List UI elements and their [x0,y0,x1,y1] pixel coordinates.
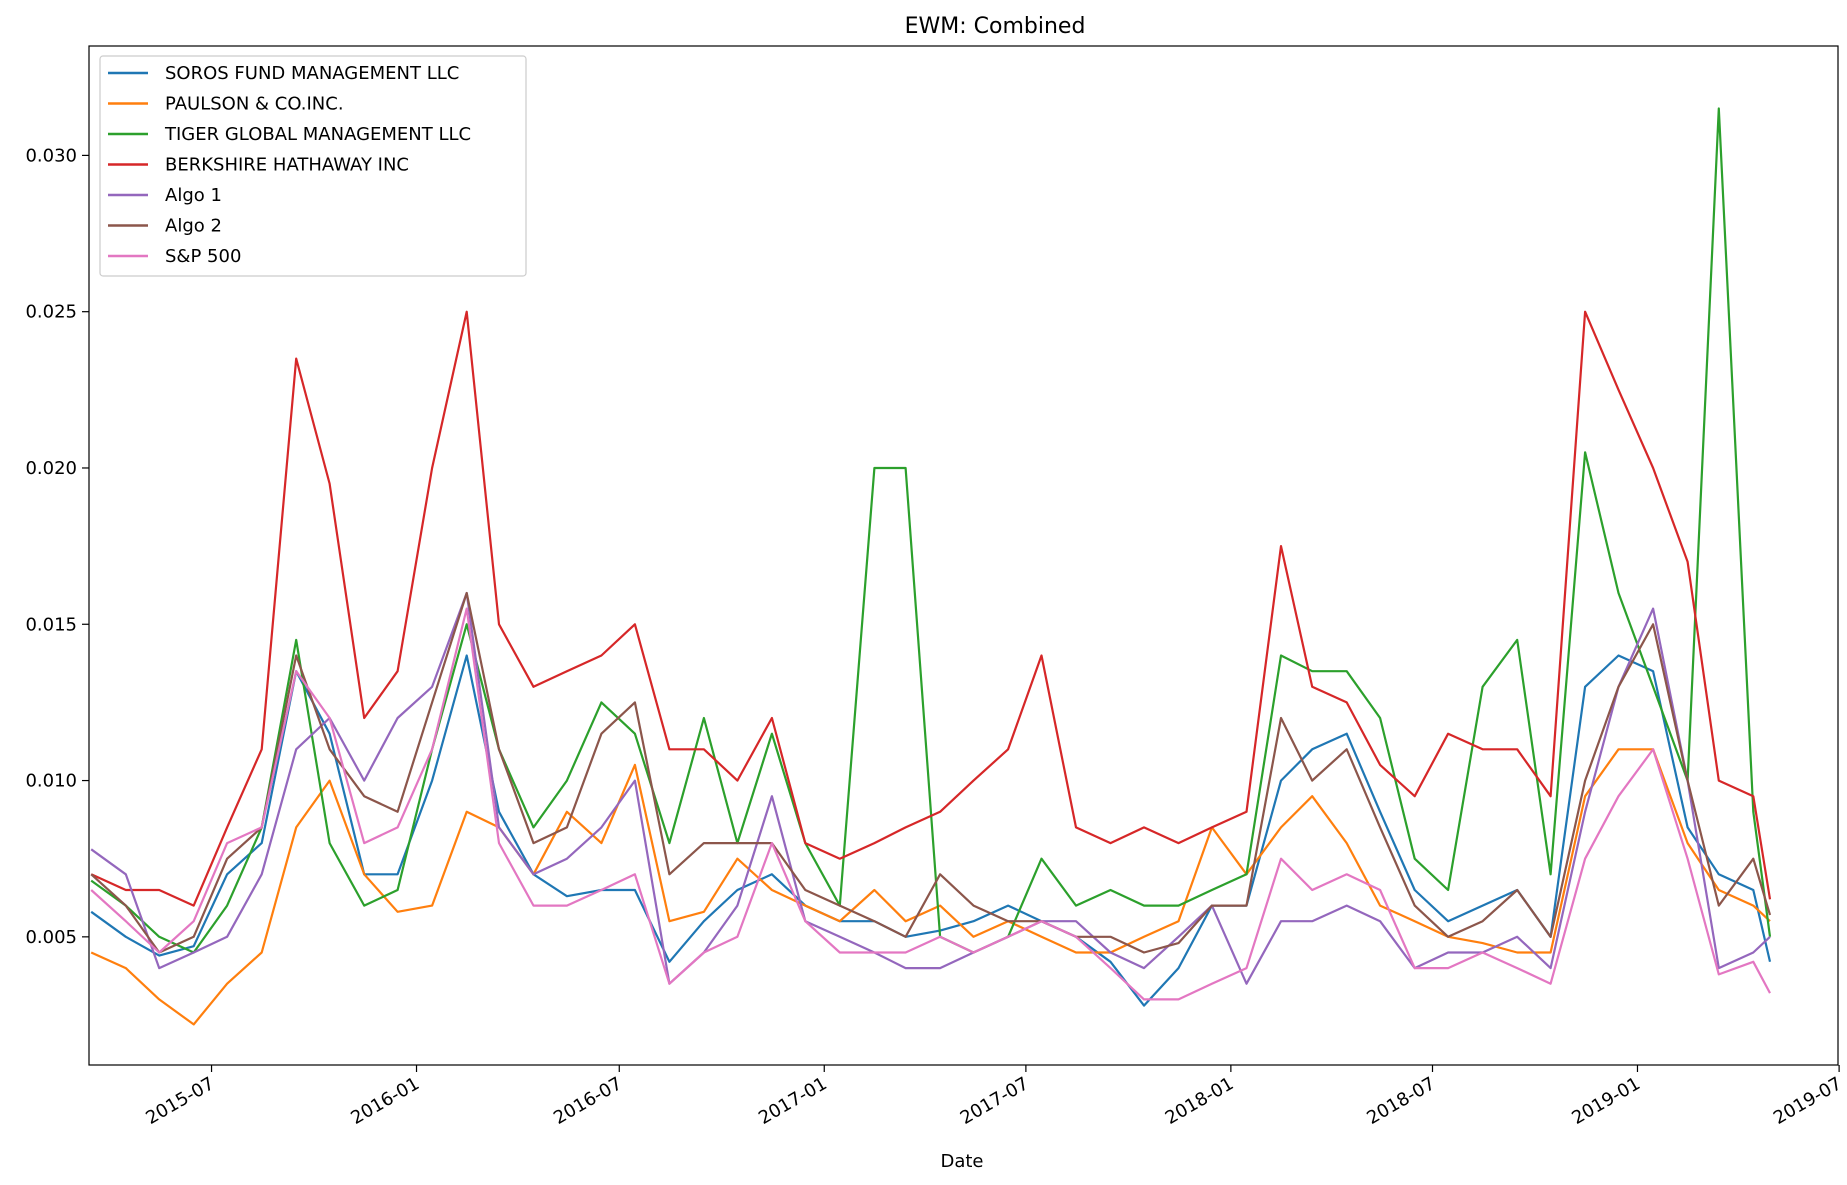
series-line-5 [90,591,1771,985]
legend-box [99,55,527,277]
legend-label: BERKSHIRE HATHAWAY INC [165,155,409,176]
series-line-7 [90,607,1771,1001]
y-tick-label: 0.020 [25,458,77,479]
legend-label: Algo 1 [165,185,222,206]
x-axis-title: Date [940,1151,983,1172]
y-tick-label: 0.025 [25,302,77,323]
y-tick-label: 0.015 [25,614,77,635]
chart-title: EWM: Combined [905,14,1086,39]
legend-label: Algo 2 [165,216,222,237]
y-axis: 0.005 0.010 0.015 0.020 0.025 0.030 [25,145,89,948]
y-tick-label: 0.010 [25,771,77,792]
legend-label: TIGER GLOBAL MANAGEMENT LLC [164,124,471,145]
series-line-2 [90,748,1771,1026]
y-tick-label: 0.005 [25,927,77,948]
series-line-6 [90,591,1772,954]
legend: SOROS FUND MANAGEMENT LLC PAULSON & CO.IN… [99,55,527,277]
legend-label: PAULSON & CO.INC. [165,94,344,115]
y-tick-label: 0.030 [25,145,77,166]
legend-label: SOROS FUND MANAGEMENT LLC [165,63,459,84]
series-line-4 [90,310,1772,907]
legend-label: S&P 500 [165,246,241,267]
plot-frame [88,45,1839,1066]
plot-area [90,107,1772,1026]
